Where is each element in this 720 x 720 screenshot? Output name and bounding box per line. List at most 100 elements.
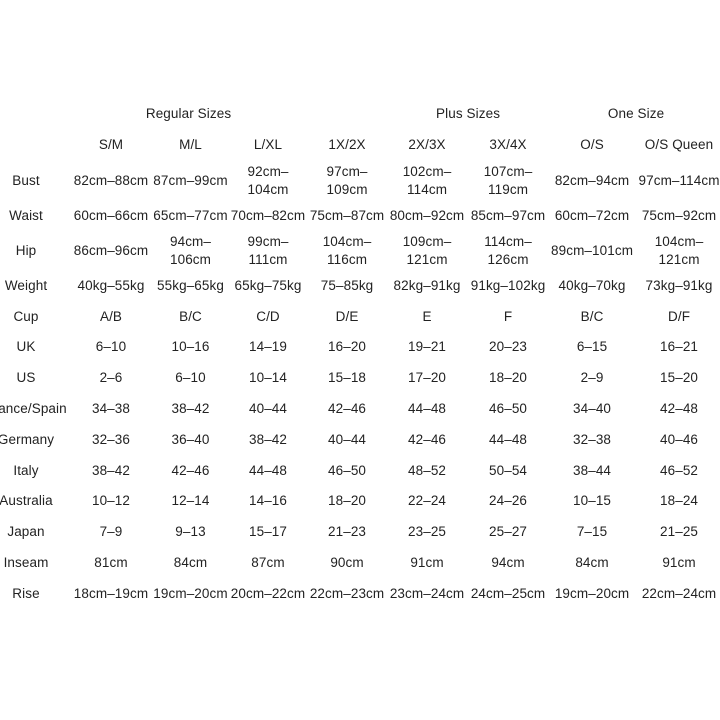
size-cell: 16–21 (660, 339, 699, 355)
size-cell: 6–10 (175, 370, 206, 386)
size-cell: 65kg–75kg (234, 278, 302, 294)
size-cell: 55kg–65kg (157, 278, 224, 294)
size-cell: 42–48 (660, 401, 699, 417)
size-cell: 10–14 (248, 370, 288, 386)
size-cell: 104cm– 116cm (322, 233, 372, 267)
size-cell: 86cm–96cm (73, 242, 149, 258)
size-cell: 16–20 (328, 339, 367, 355)
size-cell: 75cm–87cm (309, 207, 385, 223)
row-label-japan: Japan (7, 524, 45, 540)
size-cell: 40kg–55kg (77, 278, 145, 294)
size-cell: B/C (580, 308, 604, 324)
size-cell: D/E (335, 308, 359, 324)
column-header-spacer (0, 130, 70, 161)
table-row-cup: Cup A/B B/C C/D D/E E F B/C D/F (0, 302, 720, 332)
row-label-weight: Weight (4, 278, 48, 294)
size-cell: 84cm (173, 555, 208, 571)
size-cell: 23–25 (408, 524, 447, 540)
row-label-uk: UK (16, 339, 36, 355)
size-cell: 91cm (662, 555, 696, 571)
size-cell: 6–15 (576, 339, 608, 355)
size-cell: 14–16 (248, 493, 288, 509)
row-label-rise: Rise (12, 586, 40, 602)
size-cell: 24–26 (489, 493, 528, 509)
size-cell: 20–23 (489, 339, 528, 355)
size-cell: 32–38 (573, 432, 612, 448)
size-cell: 40–44 (248, 401, 288, 417)
size-cell: 107cm– 119cm (483, 163, 533, 197)
table-row-france-spain: France/Spain 34–38 38–42 40–44 42–46 44–… (0, 394, 720, 425)
size-cell: 97cm–114cm (638, 172, 720, 188)
table-row-inseam: Inseam 81cm 84cm 87cm 90cm 91cm 94cm 84c… (0, 548, 720, 579)
group-spacer (0, 99, 70, 130)
size-cell: 89cm–101cm (551, 242, 634, 258)
column-header-os-queen: O/S Queen (644, 137, 714, 153)
size-cell: 44–48 (489, 432, 528, 448)
table-row-bust: Bust 82cm–88cm 87cm–99cm 92cm– 104cm 97c… (0, 161, 720, 201)
size-cell: C/D (256, 308, 280, 324)
size-cell: 40–44 (328, 432, 367, 448)
size-cell: 38–44 (573, 462, 612, 478)
size-cell: 22cm–23cm (309, 586, 385, 602)
size-cell: 10–12 (91, 493, 131, 509)
size-cell: 44–48 (408, 401, 447, 417)
size-cell: F (503, 308, 513, 324)
row-label-italy: Italy (13, 462, 39, 478)
size-cell: 75cm–92cm (641, 207, 717, 223)
size-cell: 46–50 (328, 462, 367, 478)
size-cell: 20cm–22cm (230, 586, 306, 602)
size-cell: 81cm (94, 555, 128, 571)
size-cell: 65cm–77cm (153, 207, 228, 223)
size-cell: 18–24 (660, 493, 699, 509)
size-cell: 40kg–70kg (558, 278, 626, 294)
size-cell: 92cm– 104cm (247, 163, 289, 197)
table-row-rise: Rise 18cm–19cm 19cm–20cm 20cm–22cm 22cm–… (0, 579, 720, 610)
size-cell: 60cm–72cm (554, 207, 630, 223)
size-cell: 15–20 (660, 370, 699, 386)
table-row-italy: Italy 38–42 42–46 44–48 46–50 48–52 50–5… (0, 456, 720, 486)
size-cell: 25–27 (489, 524, 528, 540)
size-cell: B/C (179, 308, 202, 324)
size-cell: 2–9 (580, 370, 604, 386)
size-cell: 34–40 (573, 401, 612, 417)
size-cell: 22cm–24cm (641, 586, 717, 602)
size-cell: 34–38 (91, 401, 131, 417)
size-cell: 7–9 (99, 524, 123, 540)
size-cell: 94cm– 106cm (169, 233, 212, 267)
size-cell: 18–20 (328, 493, 367, 509)
size-cell: 14–19 (248, 339, 288, 355)
column-header-lxl: L/XL (253, 137, 283, 153)
table-row-us: US 2–6 6–10 10–14 15–18 17–20 18–20 2–9 … (0, 363, 720, 394)
size-chart-table: Regular Sizes Plus Sizes One Size S/M M/… (0, 99, 720, 610)
size-cell: 19cm–20cm (554, 586, 630, 602)
size-cell: 84cm (575, 555, 609, 571)
table-row-weight: Weight 40kg–55kg 55kg–65kg 65kg–75kg 75–… (0, 271, 720, 302)
group-spacer (307, 99, 387, 130)
row-label-bust: Bust (12, 172, 40, 188)
size-cell: 32–36 (91, 432, 131, 448)
size-cell: 60cm–66cm (73, 207, 149, 223)
table-row-uk: UK 6–10 10–16 14–19 16–20 19–21 20–23 6–… (0, 332, 720, 363)
table-row-waist: Waist 60cm–66cm 65cm–77cm 70cm–82cm 75cm… (0, 201, 720, 231)
size-cell: 73kg–91kg (645, 278, 713, 294)
size-cell: 87cm–99cm (153, 172, 228, 188)
size-cell: 80cm–92cm (389, 207, 465, 223)
size-cell: 17–20 (408, 370, 447, 386)
size-cell: 38–42 (171, 401, 210, 417)
row-label-germany: Germany (0, 432, 55, 448)
table-row-germany: Germany 32–36 36–40 38–42 40–44 42–46 44… (0, 425, 720, 456)
group-header-regular-sizes: Regular Sizes (145, 106, 232, 122)
table-row-australia: Australia 10–12 12–14 14–16 18–20 22–24 … (0, 486, 720, 517)
size-cell: 46–52 (660, 462, 699, 478)
row-label-hip: Hip (15, 242, 37, 258)
size-cell: 50–54 (489, 462, 528, 478)
table-row-hip: Hip 86cm–96cm 94cm– 106cm 99cm– 111cm 10… (0, 231, 720, 271)
size-cell: 109cm– 121cm (402, 233, 452, 267)
row-label-waist: Waist (9, 207, 43, 223)
size-cell: 18–20 (489, 370, 528, 386)
column-header-os: O/S (580, 137, 604, 153)
row-label-cup: Cup (13, 308, 39, 324)
group-header-one-size: One Size (607, 106, 665, 122)
column-header-sm: S/M (98, 137, 124, 153)
size-cell: 19cm–20cm (153, 586, 228, 602)
